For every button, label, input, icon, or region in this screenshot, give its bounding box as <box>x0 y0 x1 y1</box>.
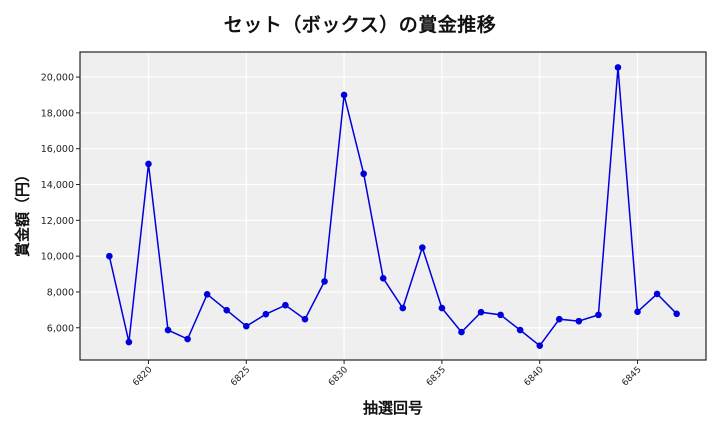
data-point <box>242 322 250 330</box>
data-point <box>399 304 407 312</box>
x-tick-label: 6840 <box>523 365 546 388</box>
data-point <box>321 278 328 285</box>
y-tick-label: 6,000 <box>47 323 74 334</box>
data-point <box>458 328 465 336</box>
series-line <box>108 67 678 347</box>
data-point <box>634 308 641 316</box>
data-point <box>379 275 387 282</box>
x-tick-label: 6845 <box>620 365 643 388</box>
data-point <box>516 326 524 334</box>
plot-area <box>80 52 706 360</box>
x-axis-label: 抽選回号 <box>362 399 424 417</box>
data-series <box>106 64 680 349</box>
data-point <box>223 306 231 314</box>
chart-title: セット（ボックス）の賞金推移 <box>223 14 497 36</box>
data-point <box>438 304 446 312</box>
data-point <box>673 310 680 318</box>
x-axis-ticks: 6820 6825 6830 6835 6840 6845 <box>131 360 644 388</box>
data-point <box>614 64 622 71</box>
data-point <box>653 290 661 298</box>
data-point <box>262 310 270 318</box>
data-point <box>477 308 485 316</box>
data-point <box>555 315 563 323</box>
data-point <box>419 244 426 251</box>
plot-frame <box>79 51 707 361</box>
grid-lines <box>80 52 706 360</box>
x-tick-label: 6825 <box>229 365 252 388</box>
x-tick-label: 6820 <box>131 365 154 388</box>
data-point <box>184 335 191 343</box>
y-tick-label: 14,000 <box>41 180 74 191</box>
y-tick-label: 16,000 <box>41 144 74 155</box>
data-point <box>106 252 113 260</box>
data-point <box>575 317 583 325</box>
y-tick-label: 8,000 <box>47 287 74 298</box>
y-tick-label: 12,000 <box>41 216 74 227</box>
y-tick-label: 18,000 <box>41 108 74 119</box>
y-tick-label: 10,000 <box>41 252 74 263</box>
data-point <box>301 315 309 323</box>
data-point <box>203 290 211 298</box>
data-point <box>164 326 172 334</box>
x-tick-label: 6835 <box>425 365 448 388</box>
x-tick-label: 6830 <box>327 365 350 388</box>
y-axis-ticks: 6,000 8,000 10,000 12,000 14,000 16,000 18,000… <box>41 73 80 334</box>
data-point <box>497 311 504 319</box>
y-tick-label: 20,000 <box>41 73 74 84</box>
data-point <box>282 301 289 309</box>
data-point <box>595 311 602 319</box>
data-point <box>360 170 367 178</box>
data-point <box>536 342 544 349</box>
data-point <box>340 91 348 99</box>
data-point <box>125 338 133 346</box>
data-point <box>145 160 152 168</box>
